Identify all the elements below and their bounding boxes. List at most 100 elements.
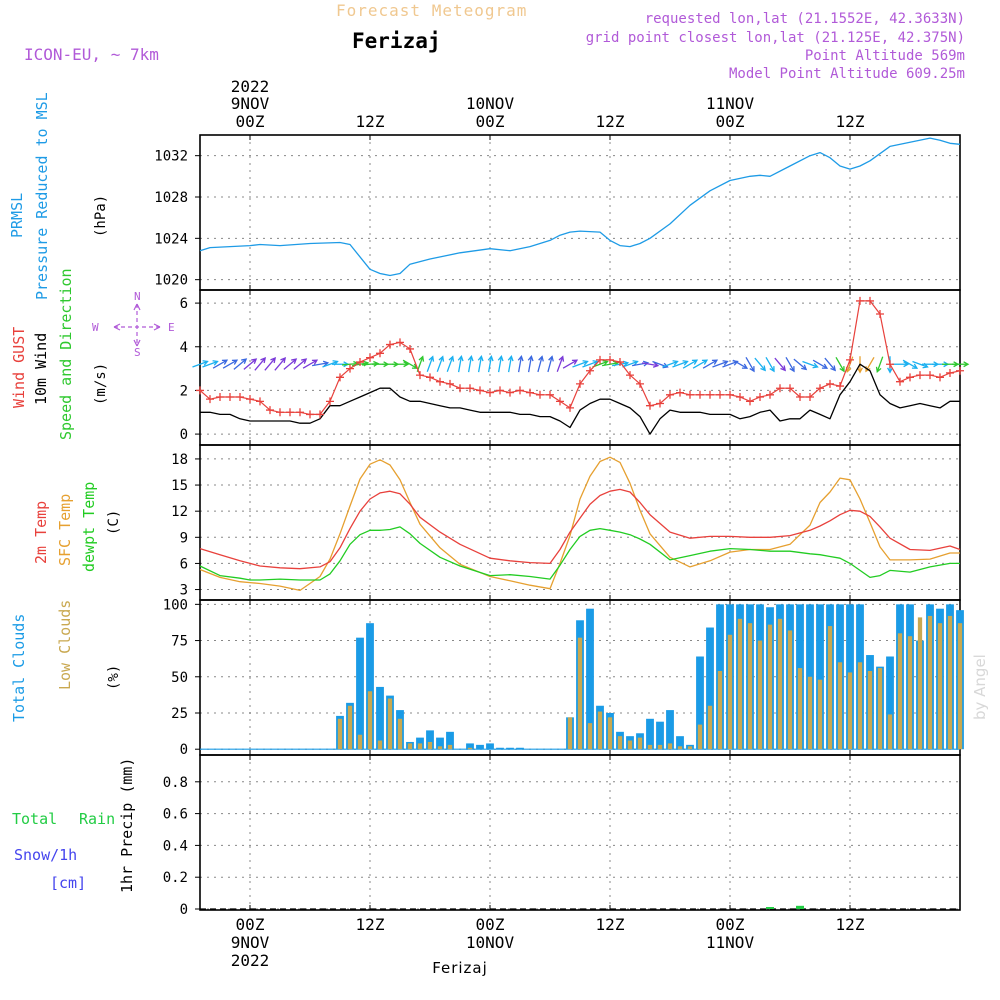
wind-direction-arrow: [802, 360, 819, 369]
total-cloud-bar: [476, 744, 484, 750]
low-cloud-bar: [657, 744, 663, 750]
model-point-altitude: Model Point Altitude 609.25m: [729, 66, 965, 82]
gust-marker: [236, 392, 244, 401]
low-cloud-bar: [387, 698, 393, 750]
gust-marker: [526, 388, 534, 397]
wind-direction-arrow: [436, 355, 445, 372]
total-cloud-bar: [656, 721, 664, 750]
low-cloud-bar: [737, 618, 743, 750]
low-cloud-bar: [637, 737, 643, 750]
total-cloud-bar: [356, 637, 364, 750]
top-axis-label: 12Z: [836, 112, 865, 131]
y-tick-label: 0.6: [163, 807, 188, 823]
wind-direction-arrow: [556, 355, 565, 372]
wind-direction-arrow: [392, 361, 410, 368]
low-cloud-bar: [437, 746, 443, 750]
gust-marker: [916, 371, 924, 380]
y-tick-label: 1032: [154, 149, 188, 165]
gust-marker: [646, 401, 654, 410]
wind-direction-arrow: [457, 355, 464, 373]
gust-marker: [576, 379, 584, 388]
pressure-line: [199, 137, 961, 277]
y-tick-label: 2: [180, 383, 188, 399]
wind-direction-arrow: [754, 357, 767, 372]
total-cloud-bar: [446, 731, 454, 750]
gust-marker: [686, 390, 694, 399]
low-cloud-bar: [887, 714, 893, 750]
gust-marker: [326, 397, 334, 406]
gust-marker: [936, 373, 944, 382]
gust-marker: [656, 399, 664, 408]
bottom-axis-label: 00Z: [716, 915, 745, 934]
low-cloud-bar: [467, 747, 473, 750]
label-ms: (m/s): [93, 363, 109, 405]
label-10m-wind: 10m Wind: [32, 333, 50, 405]
low-cloud-bar: [807, 676, 813, 750]
low-cloud-bar: [827, 626, 833, 750]
label-prmsl: PRMSL: [8, 193, 26, 238]
y-tick-label: 0: [180, 427, 188, 443]
bottom-axis-label: 9NOV: [231, 933, 270, 952]
low-cloud-bar: [747, 623, 753, 750]
gust-marker: [496, 386, 504, 395]
total-cloud-bar: [676, 736, 684, 750]
gust-marker: [596, 355, 604, 364]
gust-marker: [206, 395, 214, 404]
panel-frame: [199, 754, 961, 911]
gust-marker: [696, 390, 704, 399]
sfc-temp-line: [199, 456, 960, 592]
low-cloud-bar: [927, 615, 933, 750]
y-tick-label: 12: [171, 504, 188, 520]
total-cloud-bar: [486, 743, 494, 750]
wind-direction-arrow: [192, 360, 209, 368]
total-cloud-bar: [886, 656, 894, 750]
bottom-axis-label: 12Z: [596, 915, 625, 934]
wind-speed-line: [200, 363, 960, 435]
wind-direction-arrow: [745, 356, 755, 373]
top-axis-label: 12Z: [356, 112, 385, 131]
station-title: Ferizaj: [352, 29, 441, 53]
gust-marker: [346, 364, 354, 373]
wind-direction-arrow: [702, 359, 719, 369]
y-tick-label: 0: [180, 902, 188, 918]
gust-marker: [356, 358, 364, 367]
gust-marker: [826, 379, 834, 388]
wind-direction-arrow: [562, 359, 579, 369]
low-cloud-bar: [947, 615, 953, 750]
total-cloud-bar: [696, 656, 704, 750]
compass-n: N: [134, 290, 141, 303]
label-low-clouds: Low Clouds: [56, 600, 74, 690]
gust-marker: [926, 371, 934, 380]
gust-marker: [276, 408, 284, 417]
total-cloud-bar: [646, 718, 654, 750]
gust-marker: [306, 410, 314, 419]
bottom-axis-label: 2022: [231, 951, 270, 970]
low-cloud-bar: [707, 705, 713, 750]
wind-direction-arrow: [274, 357, 287, 371]
gust-marker: [396, 338, 404, 347]
wind-direction-arrow: [785, 356, 795, 373]
y-tick-label: 6: [180, 296, 188, 312]
total-cloud-bar: [466, 743, 474, 750]
bottom-axis-label: 12Z: [836, 915, 865, 934]
gust-marker: [736, 392, 744, 401]
gust-marker: [506, 388, 514, 397]
y-tick-label: 1020: [154, 273, 188, 289]
low-cloud-bar: [377, 740, 383, 750]
wind-direction-arrow: [902, 359, 919, 369]
rain-bar: [766, 907, 774, 909]
low-cloud-bar: [867, 670, 873, 750]
credit-watermark: by Angel: [971, 654, 989, 720]
label-cm: [cm]: [50, 874, 86, 892]
label-rain: Rain: [79, 810, 115, 828]
wind-direction-arrow: [212, 359, 229, 369]
top-axis-label: 00Z: [236, 112, 265, 131]
wind-direction-arrow: [467, 355, 474, 373]
low-cloud-bar: [837, 662, 843, 750]
y-tick-label: 1028: [154, 190, 188, 206]
gust-marker: [706, 390, 714, 399]
panel-frame: [199, 134, 961, 291]
compass-w: W: [92, 321, 99, 334]
total-cloud-bar: [436, 737, 444, 750]
wind-direction-arrow: [662, 360, 679, 368]
